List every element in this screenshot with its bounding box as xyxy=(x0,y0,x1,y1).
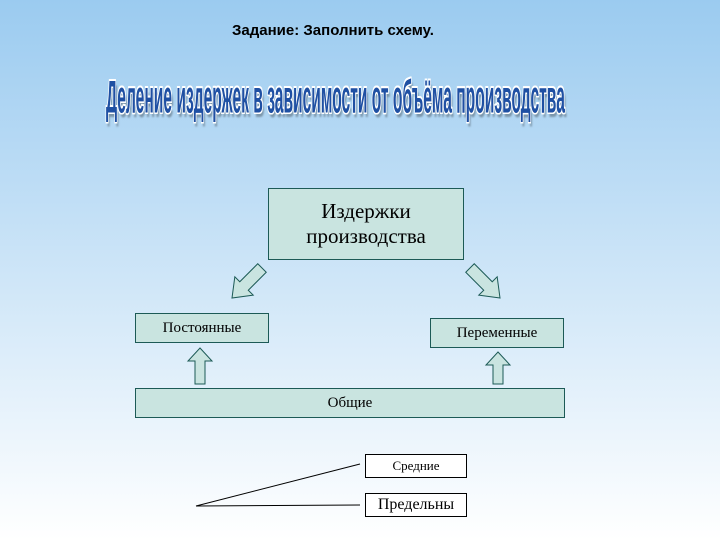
slide-root: Задание: Заполнить схему. Деление издерж… xyxy=(0,0,720,540)
arrows-layer xyxy=(0,0,720,540)
